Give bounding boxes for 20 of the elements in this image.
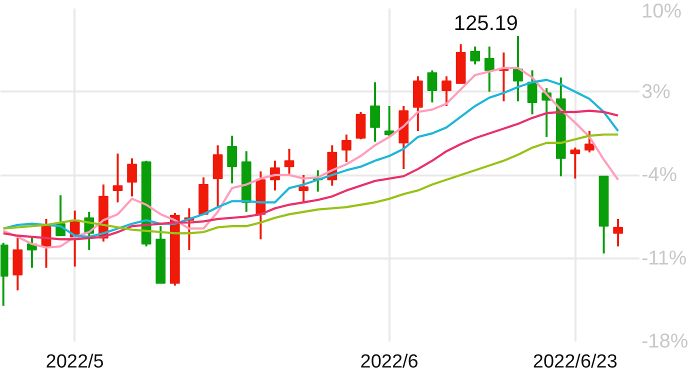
candlestick: [356, 110, 366, 140]
x-tick-label: 2022/6/23: [532, 352, 618, 372]
candlestick: [212, 144, 223, 208]
x-tick-label: 2022/6: [360, 352, 418, 372]
candlestick: [613, 218, 623, 248]
candlestick: [484, 46, 494, 93]
annotation: 125.19: [454, 12, 518, 35]
candlestick: [470, 46, 480, 66]
candlestick: [513, 34, 523, 102]
candlestick: [112, 152, 123, 204]
candlestick: [227, 134, 238, 184]
candlestick: [584, 130, 594, 154]
x-tick-label: 2022/5: [46, 352, 104, 372]
candlestick: [570, 146, 580, 180]
candlestick: [442, 75, 452, 108]
candlestick: [427, 69, 438, 104]
candlestick: [370, 81, 380, 143]
candlestick: [284, 148, 294, 175]
candlestick: [127, 157, 137, 198]
candlestick: [342, 134, 352, 163]
